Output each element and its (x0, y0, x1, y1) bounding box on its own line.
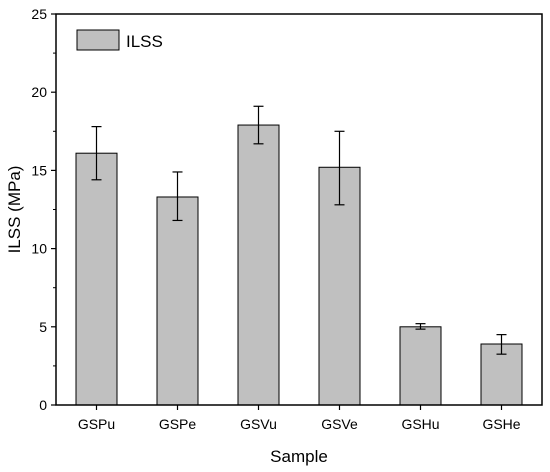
x-tick-label-gsve: GSVe (321, 416, 358, 432)
y-tick-label: 10 (31, 241, 47, 257)
bar-gspu (75, 152, 118, 406)
plot-frame (55, 13, 543, 406)
y-axis-ticks: 0 5 10 15 20 25 (31, 6, 56, 413)
error-bar-gsvu (253, 105, 264, 145)
x-tick-label-gshu: GSHu (401, 416, 439, 432)
error-bar-gshu (415, 323, 426, 330)
y-tick-label: 0 (39, 397, 47, 413)
y-tick-label: 25 (31, 6, 47, 22)
bar-gspe (156, 196, 199, 406)
error-bars-group (91, 105, 507, 355)
error-bar-gspe (172, 171, 183, 222)
x-tick-label-gspe: GSPe (159, 416, 197, 432)
bar-gsve (318, 166, 361, 406)
legend-label-ilss: ILSS (126, 32, 163, 51)
x-tick-label-gsvu: GSVu (240, 416, 277, 432)
error-bar-gsve (334, 130, 345, 206)
error-bar-gshe (496, 334, 507, 355)
error-bar-gspu (91, 126, 102, 181)
bar-gshu (399, 326, 442, 406)
x-tick-label-gspu: GSPu (78, 416, 115, 432)
y-axis-title: ILSS (MPa) (5, 166, 24, 254)
y-tick-label: 5 (39, 319, 47, 335)
y-tick-label: 15 (31, 162, 47, 178)
x-axis-ticks: GSPu GSPe GSVu GSVe GSHu GSHe (78, 405, 521, 432)
y-tick-label: 20 (31, 84, 47, 100)
bars-group (75, 124, 523, 406)
legend-swatch (76, 29, 120, 51)
bar-gsvu (237, 124, 280, 406)
legend: ILSS (76, 29, 163, 51)
x-tick-label-gshe: GSHe (482, 416, 520, 432)
x-axis-title: Sample (270, 447, 328, 466)
